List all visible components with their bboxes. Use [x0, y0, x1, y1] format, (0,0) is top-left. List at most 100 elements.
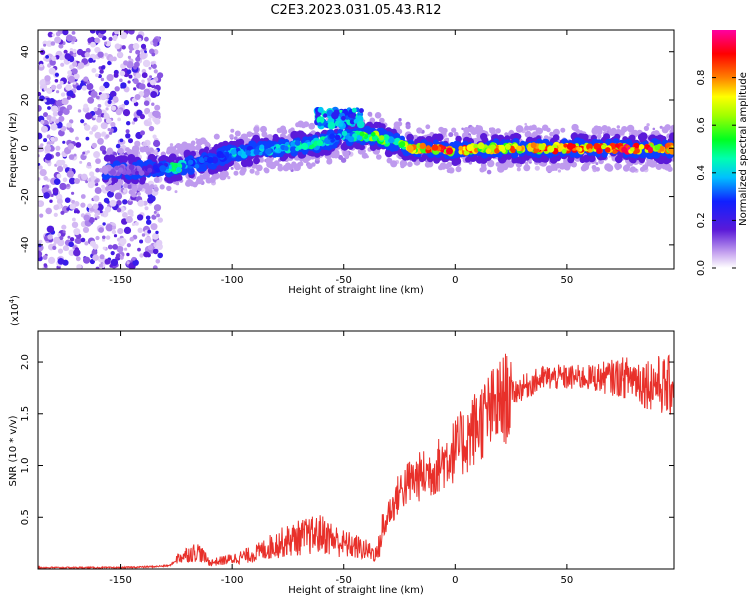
noise-point [86, 82, 94, 91]
ridge-point [639, 132, 648, 141]
ridge-point [143, 146, 150, 153]
noise-point [113, 72, 119, 78]
snr-plot-area [38, 331, 674, 569]
ridge-point [489, 144, 496, 151]
noise-point [99, 254, 105, 260]
noise-point [87, 203, 93, 209]
noise-point [91, 126, 97, 132]
noise-point [75, 256, 81, 262]
noise-point [57, 258, 65, 265]
ridge-point [234, 130, 241, 137]
noise-point [141, 79, 145, 84]
noise-point [54, 72, 60, 77]
ridge-point [280, 125, 286, 132]
colorbar-tick-label: 0.8 [696, 70, 707, 86]
noise-point [152, 265, 158, 269]
noise-point [150, 223, 158, 231]
ridge-point [317, 122, 322, 127]
ridge-point [175, 143, 182, 150]
noise-point [155, 259, 161, 264]
y-tick-label: 20 [20, 94, 31, 107]
noise-point [59, 235, 64, 241]
noise-point [107, 60, 112, 66]
noise-point [109, 199, 117, 207]
noise-point [129, 50, 133, 54]
ridge-point [149, 147, 154, 152]
noise-point [80, 119, 85, 124]
noise-point [152, 134, 157, 139]
noise-point [43, 138, 48, 143]
ridge-point [196, 176, 204, 185]
ridge-point [275, 144, 281, 149]
noise-point [68, 154, 75, 160]
ridge-point [588, 148, 593, 153]
noise-point [119, 78, 123, 83]
noise-point [144, 36, 149, 42]
noise-point [40, 143, 44, 147]
noise-point [83, 76, 89, 82]
colorbar-tick-label: 0.6 [696, 117, 707, 133]
noise-point [146, 219, 152, 225]
scatter-point [525, 161, 529, 166]
ridge-point [442, 128, 448, 133]
noise-point [104, 52, 108, 57]
noise-point [72, 81, 77, 85]
noise-point [107, 190, 114, 198]
colorbar-tick-label: 0.0 [696, 260, 707, 276]
noise-point [100, 65, 106, 70]
scatter-point [227, 176, 231, 180]
ridge-point [546, 127, 551, 133]
noise-point [85, 180, 89, 184]
noise-point [99, 30, 107, 35]
noise-point [136, 109, 143, 116]
noise-point [50, 41, 56, 46]
noise-point [127, 209, 134, 216]
x-tick-label: -50 [336, 275, 352, 286]
ridge-point [378, 135, 385, 141]
scatter-point [137, 192, 141, 196]
noise-point [38, 163, 41, 166]
ridge-point [153, 186, 159, 192]
noise-point [157, 252, 163, 259]
noise-point [53, 236, 61, 244]
noise-point [120, 82, 127, 89]
noise-point [86, 162, 92, 167]
noise-point [38, 165, 43, 170]
noise-point [156, 213, 161, 218]
noise-point [39, 169, 47, 177]
noise-point [76, 85, 82, 91]
ridge-point [608, 128, 616, 136]
noise-point [72, 61, 78, 67]
noise-point [153, 42, 158, 47]
noise-point [126, 69, 132, 75]
noise-point [97, 51, 104, 58]
y-tick-label: 1.5 [20, 406, 31, 422]
noise-point [59, 182, 67, 191]
noise-point [48, 256, 56, 264]
noise-point [38, 239, 43, 244]
noise-point [50, 116, 57, 122]
noise-point [102, 150, 107, 155]
ridge-point [581, 163, 590, 171]
noise-point [63, 49, 68, 54]
ridge-point [473, 143, 479, 149]
noise-point [65, 84, 72, 91]
noise-point [148, 125, 155, 132]
ridge-point [550, 156, 558, 164]
ridge-point [586, 143, 593, 151]
noise-point [85, 48, 91, 53]
noise-point [103, 81, 110, 89]
spectrogram-points [38, 30, 674, 269]
noise-point [133, 117, 138, 122]
noise-point [137, 247, 141, 252]
noise-point [128, 74, 133, 79]
scatter-point [254, 170, 260, 176]
ridge-point [123, 183, 128, 189]
noise-point [56, 90, 60, 94]
ridge-point [477, 142, 485, 150]
noise-point [47, 31, 54, 38]
y-tick-label: 0.5 [20, 509, 31, 525]
noise-point [93, 195, 100, 202]
ridge-point [538, 143, 546, 151]
noise-point [83, 214, 90, 222]
